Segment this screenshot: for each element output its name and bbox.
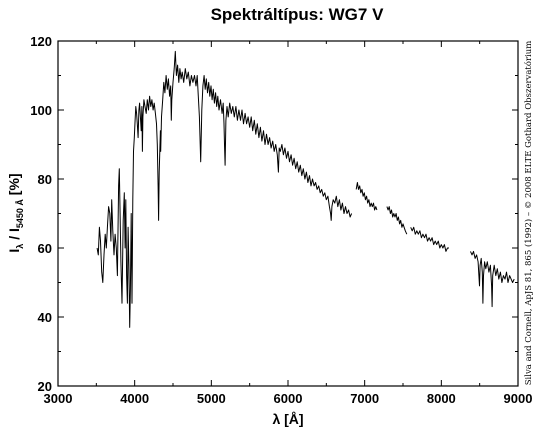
spectrum-series [96,50,515,328]
y-label-sub2: 5450 Å [15,199,25,229]
x-tick-label: 9000 [504,391,533,406]
y-tick-label: 40 [38,310,52,325]
spectrum-segment [96,50,353,328]
axis-ticks: 3000 4000 5000 6000 7000 8000 9000 20 40 60 80 100 1… [30,34,532,406]
x-tick-label: 6000 [274,391,303,406]
spectrum-segment [470,250,515,308]
y-tick-label: 120 [30,34,52,49]
y-tick-label: 60 [38,241,52,256]
y-tick-label: 80 [38,172,52,187]
chart-title: Spektráltípus: WG7 V [211,5,385,24]
x-tick-label: 5000 [197,391,226,406]
y-tick-label: 100 [30,103,52,118]
plot-frame [57,40,519,387]
y-label-tail: [%] [6,173,22,199]
spectrum-segment [386,206,408,235]
spectrum-segment [410,226,449,252]
x-tick-label: 8000 [427,391,456,406]
y-label-mid: / I [6,228,22,244]
y-axis-label: Iλ / I5450 Å [%] [6,173,25,252]
y-label-sub1: λ [15,244,25,249]
x-tick-label: 7000 [350,391,379,406]
x-tick-label: 4000 [120,391,149,406]
y-tick-label: 20 [38,379,52,394]
y-label-main: I [6,249,22,253]
x-axis-label: λ [Å] [272,411,303,427]
credit-note: Silva and Cornell, ApJS 81, 865 (1992) –… [523,41,534,386]
x-tick-label: 3000 [44,391,73,406]
spectrum-segment [355,182,378,211]
